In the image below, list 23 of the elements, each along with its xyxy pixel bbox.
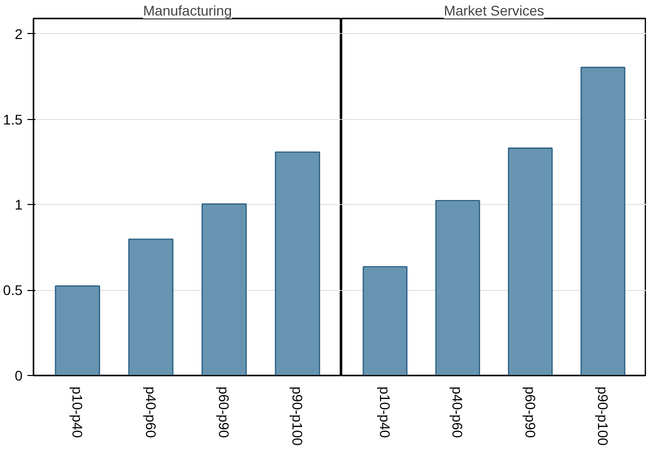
bar [362,266,408,376]
bar [202,203,247,376]
x-tick-label: p60-p90 [216,386,232,438]
y-tick-label: 0 [14,368,23,384]
bar [128,238,174,376]
x-tick-label: p10-p40 [377,386,394,438]
y-tick-label: 0.5 [3,282,23,298]
x-tick-label: p90-p100 [290,386,306,446]
x-tick-label: p10-p40 [70,386,86,438]
y-tick-label: 1 [14,196,23,213]
y-tick-label: 2 [14,26,23,42]
x-tick-label: p40-p60 [142,386,159,438]
y-tick-label: 1.5 [3,111,23,128]
x-tick-label: p40-p60 [450,386,466,438]
chart-title: Manufacturing [143,2,232,18]
bar [54,285,100,376]
chart-title: Market Services [444,2,544,18]
x-tick-label: p90-p100 [594,386,611,446]
bar [274,151,320,376]
bar [580,66,626,376]
bar [435,200,480,376]
bar [508,148,553,376]
x-tick-label: p60-p90 [522,386,538,438]
